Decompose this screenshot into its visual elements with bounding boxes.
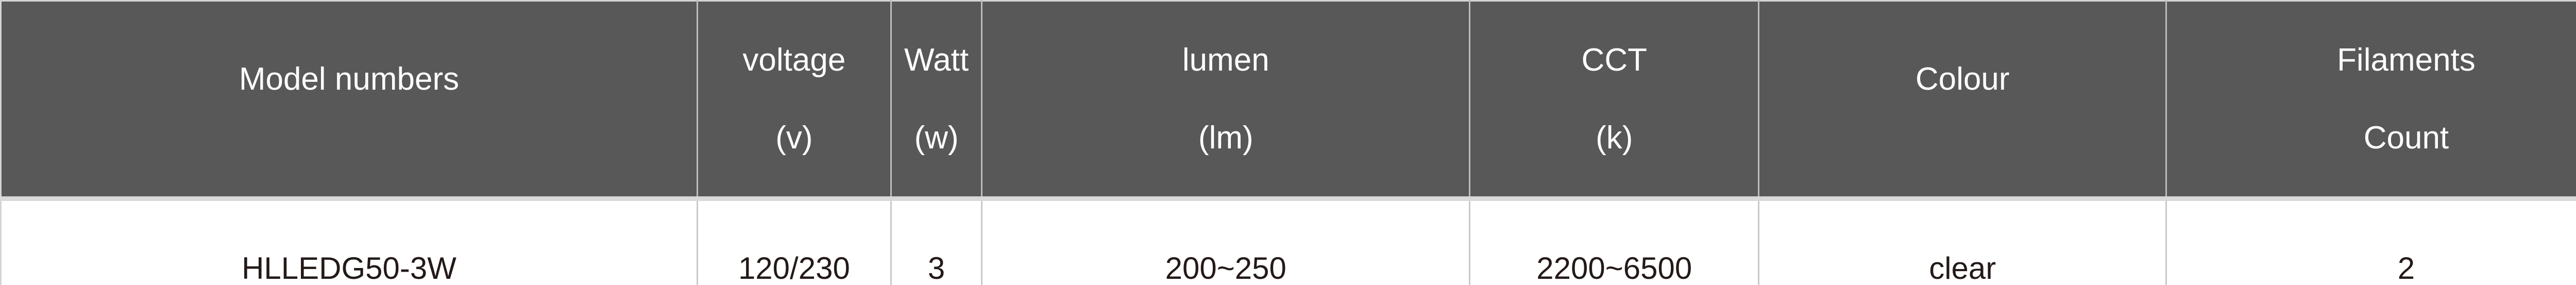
column-header-voltage-unit: (v) xyxy=(775,120,813,156)
column-header-voltage: voltage (v) xyxy=(697,0,892,202)
column-header-lumen: lumen (lm) xyxy=(981,0,1471,202)
column-header-filaments-count: Filaments Count xyxy=(2166,0,2576,202)
cell-voltage: 120/230 xyxy=(697,198,892,285)
column-header-model-numbers: Model numbers xyxy=(0,0,698,202)
cell-watt: 3 xyxy=(891,198,983,285)
column-header-lumen-unit: (lm) xyxy=(1198,120,1253,156)
cell-model-numbers: HLLEDG50-3W xyxy=(0,198,698,285)
column-header-watt-title: Watt xyxy=(904,42,969,78)
cell-cct: 2200~6500 xyxy=(1469,198,1760,285)
column-header-lumen-title: lumen xyxy=(1182,42,1269,78)
column-header-watt: Watt (w) xyxy=(891,0,983,202)
column-header-cct: CCT (k) xyxy=(1469,0,1760,202)
cell-lumen: 200~250 xyxy=(981,198,1471,285)
cell-colour: clear xyxy=(1758,198,2167,285)
table-header: Model numbers voltage (v) Watt (w) lumen… xyxy=(0,0,2576,202)
column-header-watt-unit: (w) xyxy=(914,120,959,156)
cell-filaments-count: 2 xyxy=(2166,198,2576,285)
column-header-colour: Colour xyxy=(1758,0,2167,202)
column-header-model-numbers-title: Model numbers xyxy=(239,61,460,97)
column-header-filaments-count-unit: Count xyxy=(2363,120,2449,156)
table-row: HLLEDG50-3W 120/230 3 200~250 2200~6500 … xyxy=(0,198,2576,285)
table-body: HLLEDG50-3W 120/230 3 200~250 2200~6500 … xyxy=(0,198,2576,285)
column-header-cct-unit: (k) xyxy=(1596,120,1633,156)
column-header-cct-title: CCT xyxy=(1581,42,1647,78)
column-header-voltage-title: voltage xyxy=(742,42,846,78)
column-header-colour-title: Colour xyxy=(1915,61,2010,97)
column-header-filaments-count-title: Filaments xyxy=(2337,42,2476,78)
header-row: Model numbers voltage (v) Watt (w) lumen… xyxy=(0,0,2576,202)
